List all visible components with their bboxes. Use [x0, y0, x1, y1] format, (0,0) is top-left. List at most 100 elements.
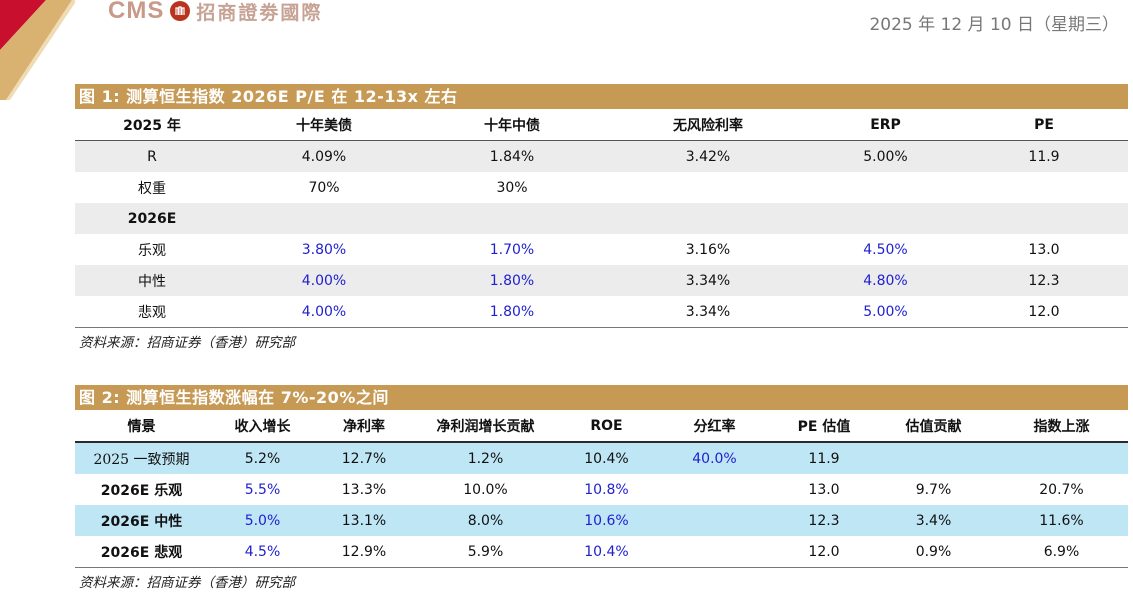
row-label: 中性: [75, 265, 229, 296]
row-label: 2026E 中性: [75, 505, 208, 536]
table-cell: 13.0: [1028, 241, 1060, 258]
column-header: 十年美债: [229, 109, 419, 141]
table-cell: 4.5%: [244, 543, 281, 560]
figure-1-title: 图 1: 测算恒生指数 2026E P/E 在 12-13x 左右: [75, 84, 1128, 109]
table-cell: 1.70%: [489, 241, 535, 258]
table-cell: 70%: [308, 179, 340, 196]
table-row: 2026E 乐观 5.5% 13.3% 10.0% 10.8% 13.0 9.7…: [75, 474, 1128, 505]
table-cell: 12.3: [960, 265, 1128, 296]
table-cell: 12.7%: [317, 442, 411, 474]
column-header: 2025 年: [75, 109, 229, 141]
table-cell: [605, 172, 811, 203]
table-cell: 3.80%: [301, 241, 347, 258]
company-logo: CMS 招商證劵國際: [108, 0, 322, 28]
table-cell: 8.0%: [411, 505, 560, 536]
table-cell: 1.80%: [489, 303, 535, 320]
figure-2-title: 图 2: 测算恒生指数涨幅在 7%-20%之间: [75, 385, 1128, 410]
column-header: 无风险利率: [605, 109, 811, 141]
table-cell: 5.0%: [208, 505, 317, 536]
table-cell: [811, 203, 960, 234]
table-cell: 4.00%: [229, 265, 419, 296]
column-header: PE: [960, 109, 1128, 141]
table-cell: 5.00%: [811, 140, 960, 172]
figure-2-table: 情景 收入增长 净利率 净利润增长贡献 ROE 分红率 PE 估值 估值贡献 指…: [75, 410, 1128, 567]
table-cell: 5.2%: [208, 442, 317, 474]
column-header: 情景: [75, 410, 208, 443]
table-row: 权重 70% 30%: [75, 172, 1128, 203]
row-label: 2025 一致预期: [75, 442, 208, 474]
table-row: R 4.09% 1.84% 3.42% 5.00% 11.9: [75, 140, 1128, 172]
figure-1-table: 2025 年 十年美债 十年中债 无风险利率 ERP PE R 4.09% 1.…: [75, 109, 1128, 327]
table-cell: 5.5%: [244, 481, 281, 498]
table-cell: 11.9: [776, 442, 872, 474]
table-cell: 40.0%: [653, 442, 776, 474]
figure-1-source: 资料来源：招商证券（香港）研究部: [75, 327, 1128, 351]
logo-emblem-icon: [170, 1, 191, 21]
table-row: 2025 一致预期 5.2% 12.7% 1.2% 10.4% 40.0% 11…: [75, 442, 1128, 474]
table-cell: 0.9%: [915, 543, 952, 560]
section-label: 2026E: [75, 203, 229, 234]
column-header: ROE: [560, 410, 653, 443]
column-header: 指数上涨: [995, 410, 1128, 443]
table-cell: 1.84%: [419, 140, 605, 172]
table-cell: [995, 442, 1128, 474]
table-cell: 12.9%: [341, 543, 387, 560]
column-header: ERP: [811, 109, 960, 141]
table-cell: 30%: [496, 179, 528, 196]
table-cell: 10.0%: [463, 481, 508, 498]
table-cell: 11.6%: [995, 505, 1128, 536]
row-label: R: [75, 140, 229, 172]
table-cell: 5.00%: [863, 303, 908, 320]
table-cell: 20.7%: [1039, 481, 1084, 498]
table-cell: 4.50%: [863, 241, 908, 258]
table-row: 2026E: [75, 203, 1128, 234]
table-cell: [872, 442, 995, 474]
table-cell: 12.3: [776, 505, 872, 536]
table-cell: 13.3%: [341, 481, 387, 498]
table-cell: 10.8%: [584, 481, 629, 498]
figure-2: 图 2: 测算恒生指数涨幅在 7%-20%之间 情景 收入增长 净利率 净利润增…: [75, 385, 1128, 591]
table-cell: 12.0: [808, 543, 840, 560]
table-cell: [960, 203, 1128, 234]
table-cell: [605, 203, 811, 234]
table-cell: [653, 474, 776, 505]
table-header-row: 情景 收入增长 净利率 净利润增长贡献 ROE 分红率 PE 估值 估值贡献 指…: [75, 410, 1128, 443]
row-label: 2026E 乐观: [100, 482, 183, 499]
table-row: 中性 4.00% 1.80% 3.34% 4.80% 12.3: [75, 265, 1128, 296]
table-cell: 4.09%: [229, 140, 419, 172]
table-cell: 13.0: [808, 481, 840, 498]
column-header: 净利润增长贡献: [411, 410, 560, 443]
table-row: 乐观 3.80% 1.70% 3.16% 4.50% 13.0: [75, 234, 1128, 265]
table-cell: 1.2%: [411, 442, 560, 474]
table-row: 2026E 悲观 4.5% 12.9% 5.9% 10.4% 12.0 0.9%…: [75, 536, 1128, 567]
figure-2-source: 资料来源：招商证券（香港）研究部: [75, 567, 1128, 591]
column-header: 收入增长: [208, 410, 317, 443]
column-header: 净利率: [317, 410, 411, 443]
corner-ribbon-decoration: [0, 0, 75, 100]
table-cell: 4.00%: [301, 303, 347, 320]
table-cell: 10.6%: [560, 505, 653, 536]
figure-1: 图 1: 测算恒生指数 2026E P/E 在 12-13x 左右 2025 年…: [75, 84, 1128, 351]
table-cell: 9.7%: [915, 481, 952, 498]
table-cell: 3.4%: [872, 505, 995, 536]
row-label: 乐观: [138, 242, 166, 259]
logo-latin-text: CMS: [108, 0, 165, 24]
row-label: 悲观: [138, 304, 166, 321]
report-date: 2025 年 12 月 10 日（星期三）: [869, 15, 1119, 35]
table-cell: [653, 536, 776, 567]
column-header: 估值贡献: [872, 410, 995, 443]
table-cell: 10.4%: [560, 442, 653, 474]
table-cell: 11.9: [960, 140, 1128, 172]
row-label: 2026E 悲观: [100, 544, 183, 561]
column-header: 分红率: [653, 410, 776, 443]
table-cell: 6.9%: [1043, 543, 1080, 560]
table-cell: 1.80%: [419, 265, 605, 296]
table-cell: 3.42%: [605, 140, 811, 172]
table-cell: 4.80%: [811, 265, 960, 296]
column-header: 十年中债: [419, 109, 605, 141]
table-cell: 3.34%: [685, 303, 731, 320]
table-cell: 3.34%: [605, 265, 811, 296]
row-label: 权重: [138, 180, 166, 197]
table-row: 2026E 中性 5.0% 13.1% 8.0% 10.6% 12.3 3.4%…: [75, 505, 1128, 536]
table-cell: [960, 172, 1128, 203]
